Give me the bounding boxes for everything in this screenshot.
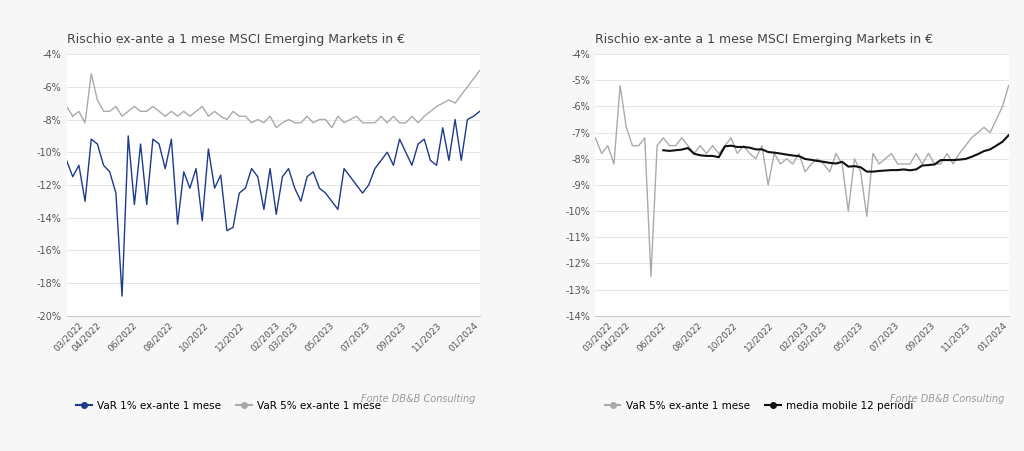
Text: Fonte DB&B Consulting: Fonte DB&B Consulting	[361, 394, 475, 404]
Text: Rischio ex-ante a 1 mese MSCI Emerging Markets in €: Rischio ex-ante a 1 mese MSCI Emerging M…	[67, 33, 404, 46]
Text: Fonte DB&B Consulting: Fonte DB&B Consulting	[890, 394, 1005, 404]
Legend: VaR 5% ex-ante 1 mese, media mobile 12 periodi: VaR 5% ex-ante 1 mese, media mobile 12 p…	[601, 397, 918, 415]
Text: Rischio ex-ante a 1 mese MSCI Emerging Markets in €: Rischio ex-ante a 1 mese MSCI Emerging M…	[595, 33, 934, 46]
Legend: VaR 1% ex-ante 1 mese, VaR 5% ex-ante 1 mese: VaR 1% ex-ante 1 mese, VaR 5% ex-ante 1 …	[72, 397, 385, 415]
